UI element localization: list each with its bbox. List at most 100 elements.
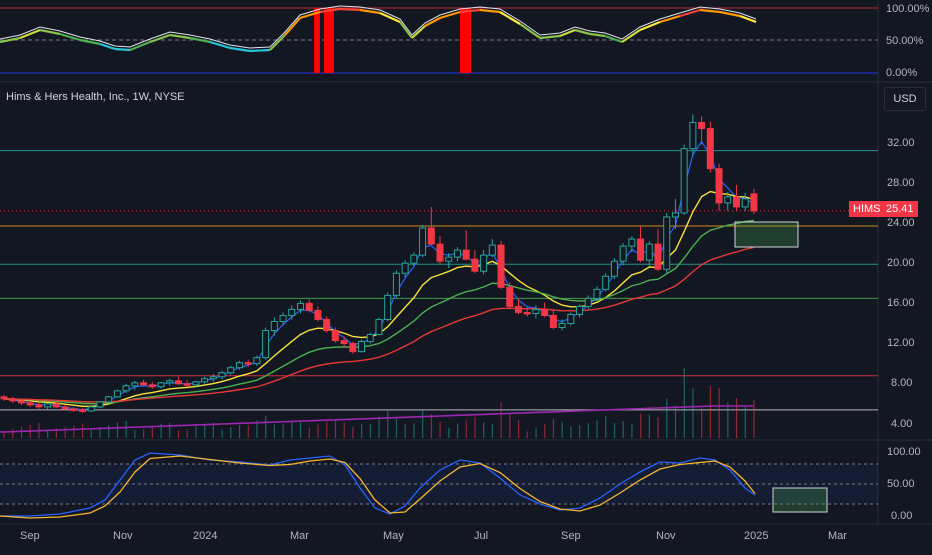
volume-bar	[613, 423, 616, 438]
volume-bar	[439, 421, 441, 438]
candle-body	[401, 262, 409, 274]
oscillator-line	[719, 10, 741, 18]
oscillator-line	[284, 17, 301, 36]
oscillator-line	[459, 8, 481, 14]
volume-bar	[448, 427, 450, 438]
oscillator-line	[499, 11, 521, 25]
candle-body	[9, 398, 17, 402]
volume-bar	[64, 426, 66, 438]
candle-body	[87, 406, 95, 412]
oscillator-line	[99, 42, 116, 51]
candle-body	[532, 308, 540, 314]
candle-body	[166, 380, 174, 384]
volume-bar	[465, 420, 467, 438]
candle-body	[358, 341, 366, 353]
volume-bar	[143, 428, 145, 438]
time-label: 2025	[744, 530, 769, 542]
volume-bar	[456, 423, 459, 438]
volume-bar	[395, 418, 398, 438]
oscillator-line	[189, 36, 211, 44]
oscillator-line	[519, 23, 541, 39]
top-pct-tick: 100.00%	[886, 3, 930, 15]
volume-bar	[160, 423, 162, 438]
volume-bar	[55, 428, 58, 438]
volume-bar	[247, 425, 249, 438]
price-tick: 12.00	[887, 337, 915, 349]
volume-bar	[20, 426, 23, 438]
oscillator-line	[149, 33, 171, 44]
stoch-k-line	[0, 452, 756, 517]
currency-button[interactable]: USD	[884, 87, 926, 111]
time-label: Nov	[113, 530, 133, 542]
volume-bar	[221, 429, 223, 438]
candle-body	[741, 198, 749, 208]
volume-bar	[299, 420, 302, 438]
volume-bar	[212, 422, 214, 438]
volume-bar	[361, 424, 363, 438]
stoch-zone-box	[772, 487, 828, 513]
volume-bar	[683, 367, 685, 438]
candle-body	[366, 334, 374, 343]
candle-body	[131, 382, 139, 387]
candle-body	[375, 318, 383, 336]
candle-body	[488, 244, 496, 256]
volume-bar	[491, 424, 494, 438]
price-tick: 32.00	[887, 137, 915, 149]
oscillator-line	[229, 46, 251, 53]
candle-body	[52, 403, 60, 408]
candle-body	[576, 305, 584, 315]
price-tick: 16.00	[887, 297, 915, 309]
volume-bar	[265, 415, 267, 438]
stoch-tick: 0.00	[891, 510, 913, 522]
volume-bar	[125, 421, 127, 438]
volume-bar	[99, 427, 101, 438]
candle-body	[471, 258, 479, 272]
volume-bar	[369, 423, 371, 438]
candle-body	[698, 121, 706, 130]
candle-body	[663, 216, 671, 270]
volume-bar	[47, 430, 49, 438]
candle-body	[279, 314, 287, 322]
price-tick: 4.00	[891, 418, 913, 430]
candle-body	[619, 245, 627, 262]
candle-body	[35, 404, 43, 408]
candle-body	[750, 193, 758, 212]
candle-body	[78, 409, 86, 412]
candle-body	[96, 401, 104, 408]
support-zone-box	[734, 221, 799, 248]
candle-body	[218, 372, 226, 378]
candle-body	[201, 378, 209, 383]
candle-body	[349, 343, 357, 353]
candle-body	[174, 380, 182, 385]
candle-body	[122, 385, 130, 392]
oscillator-line	[269, 34, 286, 51]
volume-bar	[3, 430, 5, 438]
candle-body	[724, 196, 732, 204]
candle-body	[514, 305, 522, 313]
oscillator-line	[604, 34, 623, 44]
ema-slow-red-line	[3, 246, 755, 403]
volume-bar	[169, 422, 171, 438]
candle-body	[567, 313, 575, 324]
candle-body	[637, 238, 645, 261]
volume-bar	[12, 428, 14, 438]
oscillator-signal-line	[0, 5, 757, 49]
oscillator-line	[319, 7, 341, 14]
volume-bar	[727, 402, 729, 438]
oscillator-line	[209, 40, 231, 50]
candle-body	[480, 254, 488, 272]
oscillator-line	[639, 20, 661, 32]
top-pct-tick: 0.00%	[886, 67, 918, 79]
candle-body	[17, 400, 25, 404]
volume-bar	[195, 426, 197, 438]
volume-bar	[422, 409, 424, 438]
volume-bar	[317, 424, 319, 438]
volume-bar	[308, 427, 310, 438]
volume-bar	[334, 420, 337, 438]
volume-bar	[526, 431, 528, 438]
candle-body	[427, 227, 435, 245]
candle-body	[105, 396, 113, 403]
candle-body	[453, 249, 461, 258]
